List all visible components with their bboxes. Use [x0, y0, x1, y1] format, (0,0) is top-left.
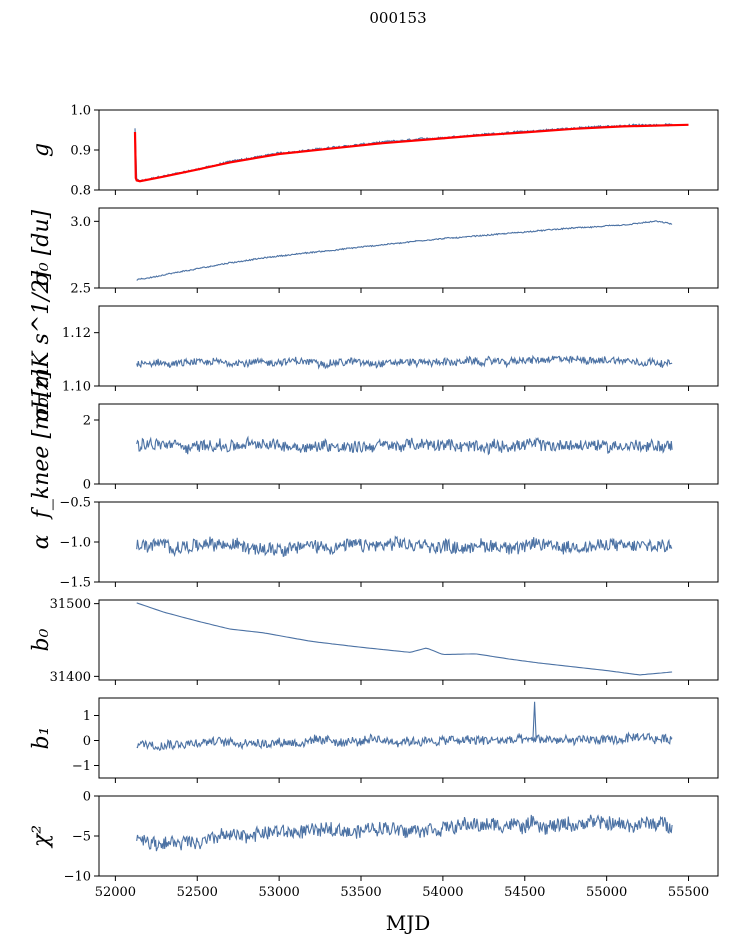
ylabel-g: g: [29, 143, 54, 157]
ytick-label-b0-1: 31500: [50, 597, 91, 612]
ytick-label-fknee-0: 0: [83, 478, 91, 493]
panel-sigma0_mK: 1.10 1.12 σ₀[mK s^1/2]: [29, 270, 719, 421]
ylabel-sigma0_mK: σ₀[mK s^1/2]: [29, 270, 54, 421]
panel-b0: 31400 31500 b₀: [29, 597, 719, 685]
ytick-label-chi2-1: −5: [72, 830, 91, 845]
ytick-label-chi2-0: −10: [64, 870, 91, 885]
ytick-label-g-0: 0.8: [70, 184, 91, 199]
axes-frame-sigma0_du: [98, 207, 719, 289]
xtick-label-0: 52000: [95, 885, 136, 900]
ytick-label-sigma0_mK-1: 1.12: [62, 326, 91, 341]
panel-b1: −1 0 1 b₁: [29, 697, 719, 783]
xtick-label-1: 52500: [177, 885, 218, 900]
ytick-label-alpha-0: −1.5: [59, 576, 91, 591]
ytick-label-b1-0: −1: [72, 759, 91, 774]
axes-frame-b0: [98, 599, 719, 681]
axes-frame-fknee: [98, 403, 719, 485]
ylabel-fknee: f_knee [mHz]: [29, 369, 54, 520]
x-axis-label: MJD: [386, 911, 431, 935]
panel-alpha: −1.5 −1.0 −0.5 α: [29, 496, 719, 591]
xtick-label-2: 53000: [258, 885, 299, 900]
ytick-label-b1-1: 0: [83, 734, 91, 749]
ytick-label-g-2: 1.0: [70, 104, 91, 119]
ytick-label-alpha-2: −0.5: [59, 496, 91, 511]
series-line-b1: [136, 731, 673, 752]
panel-sigma0_du: 2.5 3.0 σ₀ [du]: [29, 207, 719, 297]
series-line-b0: [136, 602, 673, 676]
ytick-label-sigma0_du-0: 2.5: [70, 282, 91, 297]
axes-frame-chi2: [98, 795, 719, 877]
axes-frame-b1: [98, 697, 719, 779]
xtick-label-3: 53500: [340, 885, 381, 900]
ytick-label-g-1: 0.9: [70, 144, 91, 159]
ylabel-b1: b₁: [29, 727, 54, 750]
series-line-sigma0_du: [136, 220, 673, 281]
ylabel-b0: b₀: [29, 628, 54, 651]
fit-line-g: [133, 123, 689, 183]
axes-frame-g: [98, 109, 719, 191]
panel-g: 0.8 0.9 1.0 g: [29, 104, 719, 199]
ylabel-chi2: χ²: [29, 825, 54, 849]
axes-frame-sigma0_mK: [98, 305, 719, 387]
series-line-alpha: [136, 535, 673, 558]
series-line-chi2: [136, 814, 673, 852]
xtick-label-6: 55000: [586, 885, 627, 900]
xtick-label-5: 54500: [504, 885, 545, 900]
series-line-g: [134, 123, 673, 183]
ytick-label-b0-0: 31400: [50, 670, 91, 685]
figure-title: 000153: [369, 9, 426, 27]
ytick-label-fknee-1: 2: [83, 414, 91, 429]
ytick-label-b1-2: 1: [83, 709, 91, 724]
ylabel-sigma0_du: σ₀ [du]: [29, 209, 54, 286]
series-line-fknee: [136, 435, 673, 456]
series-spike-b1: [532, 701, 537, 741]
panel-fknee: 0 2 f_knee [mHz]: [29, 369, 719, 520]
panel-chi2: −10 −5 0 52000 52500 53000 53500 54000 54500 5500…: [29, 790, 719, 900]
ytick-label-chi2-2: 0: [83, 790, 91, 805]
ylabel-alpha: α: [29, 534, 54, 549]
xtick-label-4: 54000: [422, 885, 463, 900]
ytick-label-sigma0_du-1: 3.0: [70, 215, 91, 230]
xtick-label-7: 55500: [668, 885, 709, 900]
series-line-sigma0_mK: [136, 354, 673, 370]
ytick-label-sigma0_mK-0: 1.10: [62, 380, 91, 395]
ytick-label-alpha-1: −1.0: [59, 536, 91, 551]
